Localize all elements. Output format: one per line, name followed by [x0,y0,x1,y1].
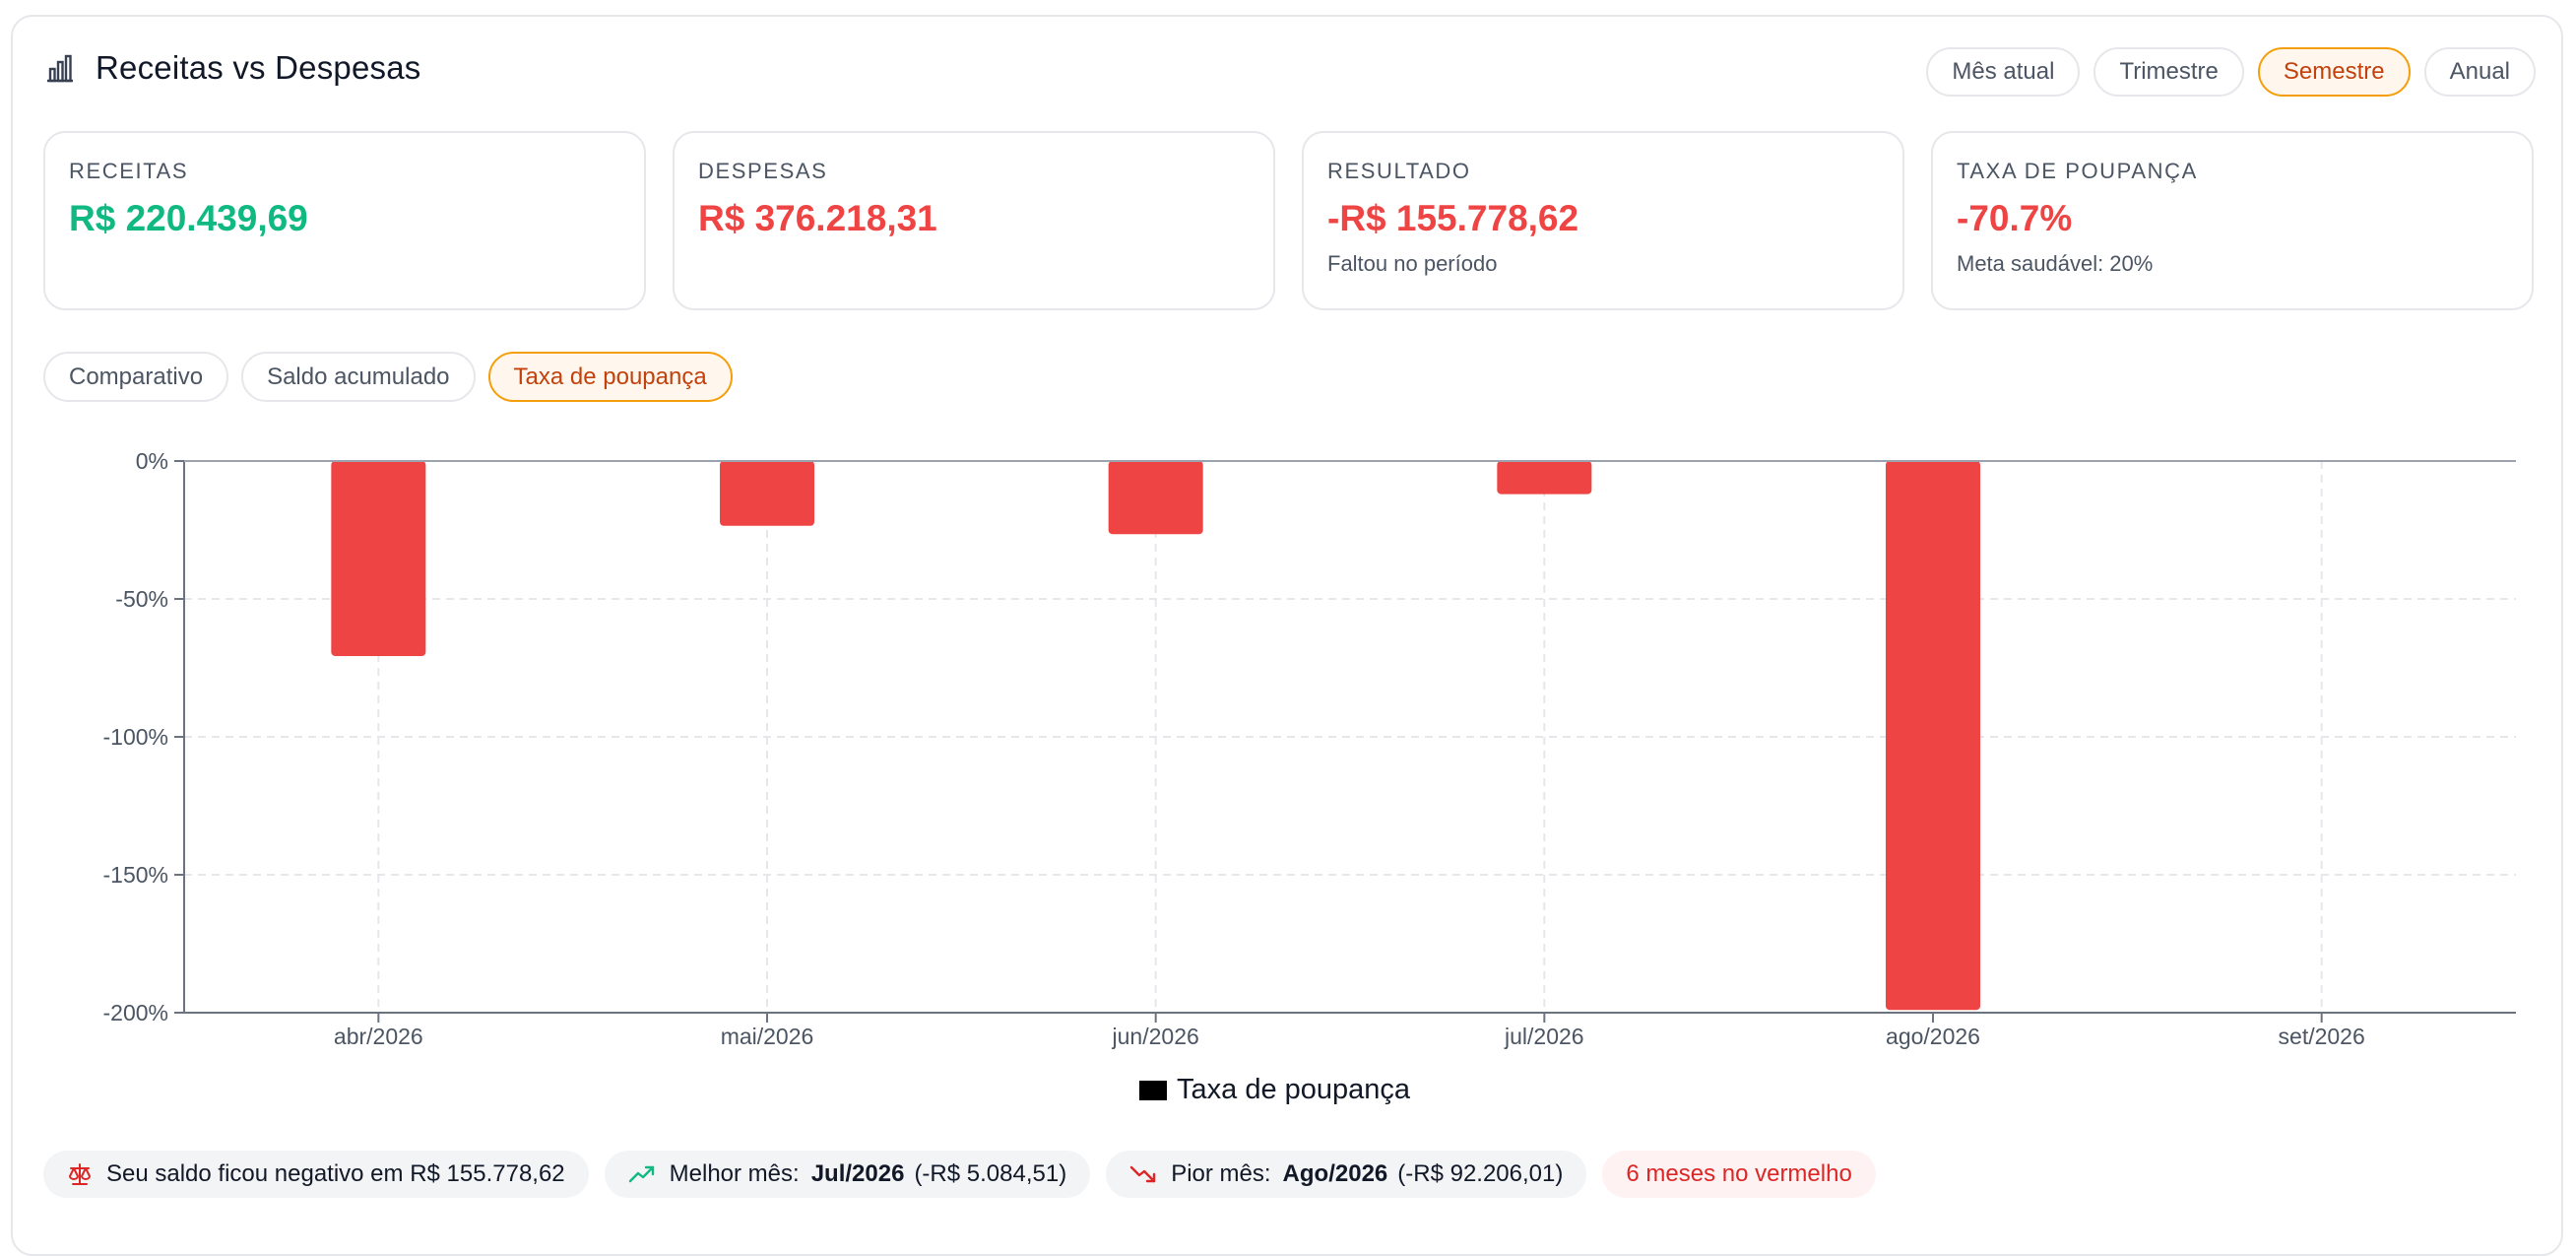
bar [1886,461,1980,1011]
page-title: Receitas vs Despesas [96,49,421,86]
title-wrap: Receitas vs Despesas [44,49,420,87]
bar [331,461,426,656]
insight-saldo: Seu saldo ficou negativo em R$ 155.778,6… [43,1151,589,1198]
kpi-value: -R$ 155.778,62 [1327,198,1579,238]
chart-legend[interactable]: Taxa de poupança [1139,1074,1410,1106]
chart-view-tabs: Comparativo Saldo acumulado Taxa de poup… [43,352,733,402]
tab-saldo-acumulado[interactable]: Saldo acumulado [241,352,476,402]
insight-melhor-label: Melhor mês: [669,1160,800,1187]
period-anual[interactable]: Anual [2423,47,2536,97]
report-card [11,15,2563,1256]
kpi-subtext: Meta saudável: 20% [1957,251,2154,276]
period-trimestre[interactable]: Trimestre [2093,47,2244,97]
chart-svg: 0% -50% -100% -150% -200% abr/2026 mai/2026 jun… [103,448,2516,1049]
kpi-resultado: RESULTADO -R$ 155.778,62 Faltou no perío… [1302,131,1904,310]
kpi-despesas: DESPESAS R$ 376.218,31 [673,131,1275,310]
kpi-label: RESULTADO [1327,159,1471,183]
x-tick-label: jul/2026 [1504,1024,1584,1049]
insight-meses-vermelho: 6 meses no vermelho [1602,1151,1876,1198]
insights-bar: Seu saldo ficou negativo em R$ 155.778,6… [43,1151,1876,1198]
bar-chart-icon [47,54,73,83]
kpi-receitas: RECEITAS R$ 220.439,69 [43,131,646,310]
trending-down-icon [1129,1165,1156,1183]
bar [720,461,814,526]
trending-up-icon [628,1165,654,1183]
kpi-row: RECEITAS R$ 220.439,69 DESPESAS R$ 376.2… [43,131,2534,310]
scale-icon [69,1163,91,1185]
x-tick-label: jun/2026 [1112,1024,1199,1049]
insight-pior-month: Ago/2026 [1282,1160,1388,1187]
insight-pior-label: Pior mês: [1171,1160,1271,1187]
savings-rate-chart: 0% -50% -100% -150% -200% abr/2026 mai/2026 jun… [0,424,2576,1133]
x-tick-label: abr/2026 [334,1024,423,1049]
kpi-label: TAXA DE POUPANÇA [1957,159,2198,183]
kpi-value: -70.7% [1957,198,2073,238]
y-tick-label: -100% [103,724,168,750]
insight-melhor-month: Jul/2026 [810,1160,905,1187]
kpi-subtext: Faltou no período [1327,251,1498,276]
period-selector: Mês atual Trimestre Semestre Anual [1926,47,2536,97]
legend-swatch [1139,1080,1167,1100]
kpi-label: DESPESAS [698,159,828,183]
legend-label: Taxa de poupança [1177,1074,1411,1105]
insight-pior-value: (-R$ 92.206,01) [1397,1160,1564,1187]
x-tick-label: set/2026 [2279,1024,2365,1049]
tab-comparativo[interactable]: Comparativo [43,352,229,402]
insight-vermelho-text: 6 meses no vermelho [1626,1160,1852,1187]
y-tick-label: -50% [115,586,168,612]
kpi-value: R$ 376.218,31 [698,198,937,238]
kpi-taxa-poupanca: TAXA DE POUPANÇA -70.7% Meta saudável: 2… [1931,131,2534,310]
header: Receitas vs Despesas Mês atual Trimestre… [34,39,2536,108]
kpi-value: R$ 220.439,69 [69,198,308,238]
insight-saldo-text: Seu saldo ficou negativo em R$ 155.778,6… [106,1160,565,1187]
y-tick-label: 0% [136,448,168,474]
y-tick-label: -150% [103,862,168,888]
bar [1108,461,1203,535]
period-semestre[interactable]: Semestre [2257,47,2411,97]
tab-taxa-poupanca[interactable]: Taxa de poupança [487,352,733,402]
insight-melhor-value: (-R$ 5.084,51) [914,1160,1067,1187]
period-mes-atual[interactable]: Mês atual [1926,47,2081,97]
x-tick-label: mai/2026 [721,1024,814,1049]
insight-pior-mes: Pior mês: Ago/2026 (-R$ 92.206,01) [1106,1151,1587,1198]
kpi-label: RECEITAS [69,159,189,183]
bar [1497,461,1592,495]
y-tick-label: -200% [103,1000,168,1025]
insight-melhor-mes: Melhor mês: Jul/2026 (-R$ 5.084,51) [604,1151,1091,1198]
x-tick-label: ago/2026 [1886,1024,1980,1049]
